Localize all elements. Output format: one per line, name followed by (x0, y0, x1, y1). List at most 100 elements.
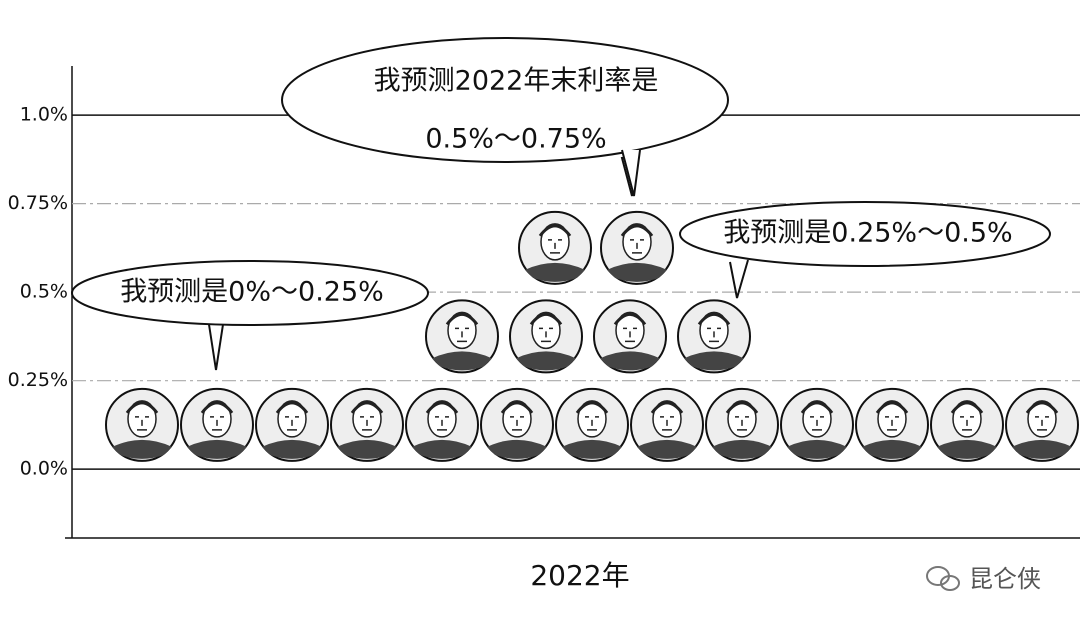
dot-hair (500, 401, 534, 414)
dot-features (707, 327, 721, 343)
dot-face (502, 400, 532, 438)
dot-features (1035, 416, 1049, 431)
dot-face (577, 400, 607, 438)
dot-hair (1025, 401, 1059, 414)
dot-body (516, 351, 576, 371)
dot (105, 387, 179, 462)
dot (518, 210, 592, 285)
dot (405, 387, 479, 462)
dot-face (802, 400, 832, 438)
dot-hair (650, 401, 684, 414)
dot-face (727, 400, 757, 438)
dot (180, 387, 254, 462)
dot-body (337, 439, 397, 459)
dot-body (112, 439, 172, 459)
dot-body (712, 439, 772, 459)
dot-face (699, 311, 729, 350)
annotation: 我预测是0%～0.25% (120, 277, 384, 308)
dot-hair (350, 401, 384, 414)
dot-body (562, 439, 622, 459)
dot-face (352, 400, 382, 438)
dot-hair (575, 401, 609, 414)
dot-features (735, 416, 749, 431)
dots (105, 210, 1079, 462)
dot-body (487, 439, 547, 459)
dot-face (1027, 400, 1057, 438)
y-tick-label: 0.5% (20, 281, 68, 303)
dot-features (360, 416, 374, 431)
dot-features (548, 239, 562, 254)
y-tick-label: 0.0% (20, 458, 68, 480)
dot-features (455, 327, 469, 343)
dot (593, 299, 667, 374)
dot-face (202, 400, 232, 438)
dot-features (435, 416, 449, 431)
dot-face (127, 400, 157, 438)
dot-hair (125, 401, 159, 414)
dot-hair (875, 401, 909, 414)
dot (480, 387, 554, 462)
dot-features (539, 327, 553, 343)
dot (1005, 387, 1079, 462)
dot-body (525, 262, 585, 282)
bubble (71, 260, 429, 326)
x-tick-label: 2022年 (530, 559, 629, 592)
y-tick-label: 0.25% (8, 369, 68, 391)
dot-face (622, 223, 652, 261)
dot (630, 387, 704, 462)
y-tick-label: 1.0% (20, 104, 68, 126)
dot (255, 387, 329, 462)
dot-features (960, 416, 974, 431)
dot-hair (613, 312, 647, 326)
dot-face (427, 400, 457, 438)
dot-features (810, 416, 824, 431)
dot-hair (800, 401, 834, 414)
dot-body (637, 439, 697, 459)
dot-face (877, 400, 907, 438)
dot-hair (620, 224, 654, 237)
dot-features (510, 416, 524, 431)
dot (509, 299, 583, 374)
dot-face (615, 311, 645, 350)
dot-body (862, 439, 922, 459)
dot-hair (529, 312, 563, 326)
dot-body (412, 439, 472, 459)
watermark-icon (926, 566, 960, 591)
dot (705, 387, 779, 462)
dot-hair (445, 312, 479, 326)
dot (930, 387, 1004, 462)
speech-bubbles (71, 37, 1051, 371)
bubble (281, 37, 729, 163)
dot-body (787, 439, 847, 459)
dot-body (684, 351, 744, 371)
dot-face (277, 400, 307, 438)
dot-face (952, 400, 982, 438)
bubble-tail (729, 259, 749, 299)
annotation: 0.5%～0.75% (425, 124, 606, 155)
dot-body (262, 439, 322, 459)
dot-hair (538, 224, 572, 237)
dot-features (885, 416, 899, 431)
dot-face (652, 400, 682, 438)
dot-hair (950, 401, 984, 414)
dot-face (447, 311, 477, 350)
dot-body (607, 262, 667, 282)
dot-hair (725, 401, 759, 414)
annotation: 我预测是0.25%～0.5% (723, 218, 1012, 249)
bubble (679, 201, 1051, 267)
dot (780, 387, 854, 462)
dot-features (285, 416, 299, 431)
dot-features (585, 416, 599, 431)
dot-body (600, 351, 660, 371)
dot-face (531, 311, 561, 350)
dot (425, 299, 499, 374)
dot-body (432, 351, 492, 371)
dot (330, 387, 404, 462)
y-tick-label: 0.75% (8, 192, 68, 214)
dot (600, 210, 674, 285)
dot-body (937, 439, 997, 459)
dot-hair (275, 401, 309, 414)
dot-features (660, 416, 674, 431)
dot-hair (200, 401, 234, 414)
